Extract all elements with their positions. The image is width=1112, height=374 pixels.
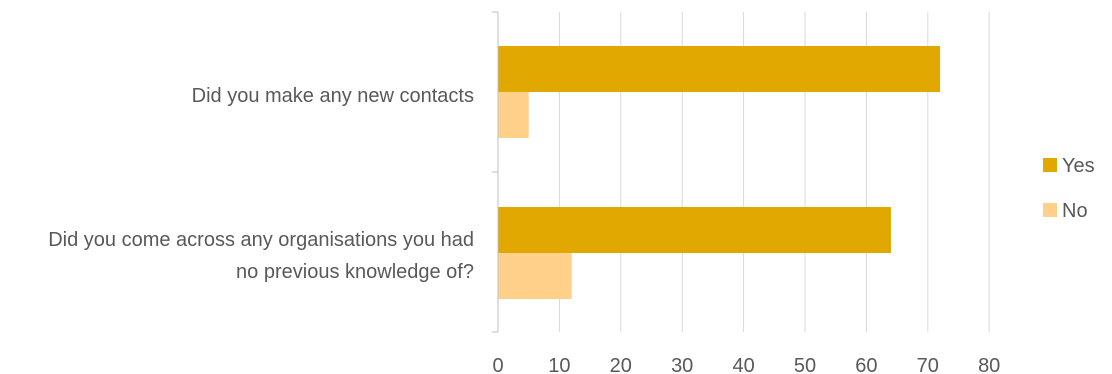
bar-yes [498,46,941,92]
bar-no [498,253,572,299]
legend-swatch-yes [1043,158,1057,172]
category-labels: Did you make any new contacts Did you com… [48,85,474,283]
x-tick-label: 80 [978,355,1000,374]
x-tick-label: 0 [492,355,503,374]
legend-swatch-no [1043,203,1057,217]
category-axis [492,11,499,333]
x-tick-label: 50 [794,355,816,374]
legend: Yes No [1043,155,1095,222]
category-label: no previous knowledge of? [236,261,474,283]
bar-yes [498,207,891,253]
bar-no [498,92,529,138]
x-tick-labels: 0 10 20 30 40 50 60 70 80 [492,355,1000,374]
x-tick-label: 10 [548,355,570,374]
bars [498,46,941,299]
x-tick-label: 20 [610,355,632,374]
category-label: Did you come across any organisations yo… [48,229,474,251]
x-tick-label: 30 [671,355,693,374]
legend-label-yes: Yes [1062,155,1095,177]
x-tick-label: 70 [917,355,939,374]
category-label: Did you make any new contacts [192,85,474,107]
x-tick-label: 60 [855,355,877,374]
legend-label-no: No [1062,200,1088,222]
x-tick-label: 40 [732,355,754,374]
